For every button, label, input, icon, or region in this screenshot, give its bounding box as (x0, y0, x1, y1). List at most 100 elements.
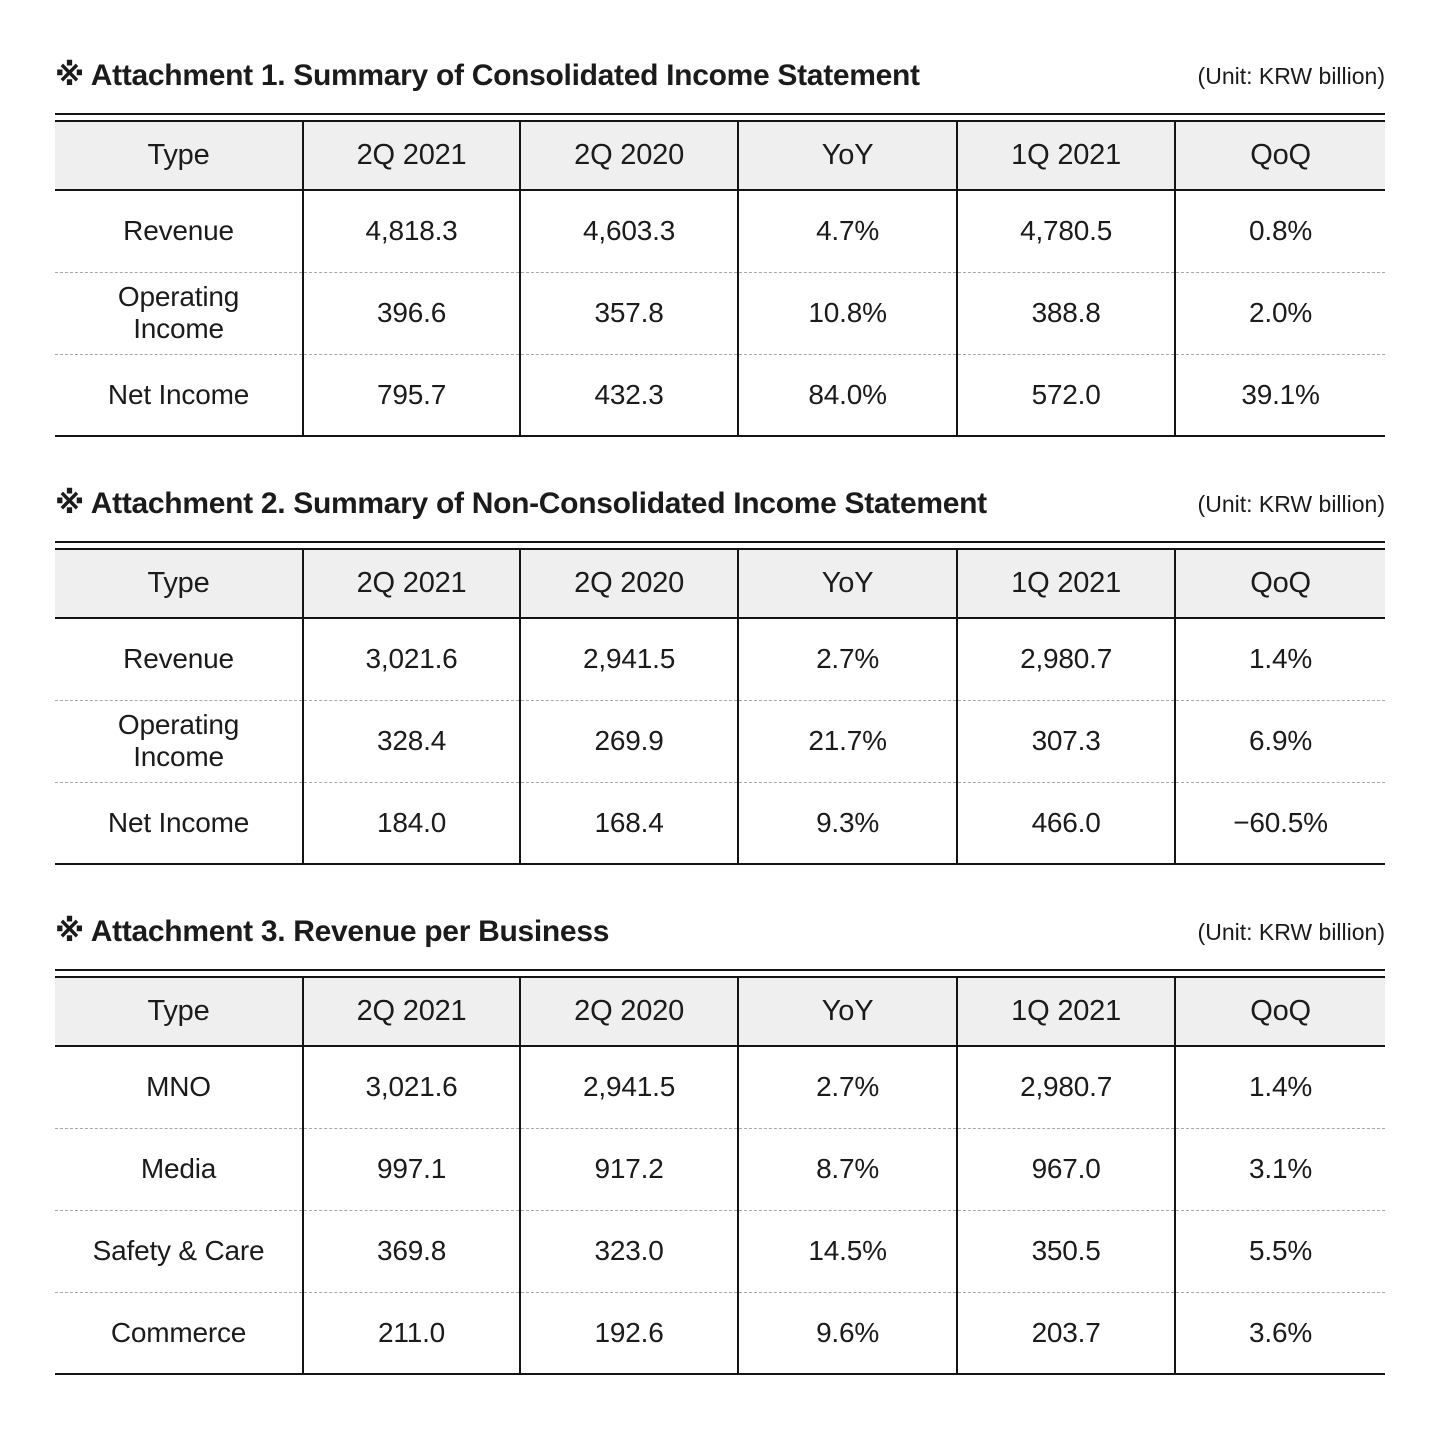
table-row-commerce: Commerce 211.0 192.6 9.6% 203.7 3.6% (55, 1291, 1385, 1375)
unit-label: (Unit: KRW billion) (1197, 63, 1385, 89)
column-header-2q2021: 2Q 2021 (302, 122, 521, 191)
cell-value: 795.7 (302, 353, 521, 437)
cell-value: 1.4% (1174, 1046, 1385, 1128)
column-header-type: Type (55, 122, 304, 191)
section-title: ※ Attachment 2. Summary of Non-Consolida… (55, 487, 987, 520)
column-header-2q2020: 2Q 2020 (519, 978, 739, 1047)
unit-label: (Unit: KRW billion) (1197, 919, 1385, 945)
column-header-yoy: YoY (737, 550, 958, 619)
cell-value: 2,941.5 (519, 1046, 739, 1128)
section-attachment-3: ※ Attachment 3. Revenue per Business (Un… (55, 914, 1385, 1375)
cell-value: 168.4 (519, 781, 739, 865)
section-header: ※ Attachment 2. Summary of Non-Consolida… (55, 486, 1385, 522)
cell-value: 39.1% (1174, 353, 1385, 437)
cell-value: 328.4 (302, 699, 521, 782)
section-attachment-1: ※ Attachment 1. Summary of Consolidated … (55, 58, 1385, 437)
column-header-type: Type (55, 978, 304, 1047)
cell-value: 323.0 (519, 1209, 739, 1292)
row-label: Operating Income (55, 699, 304, 782)
cell-value: 4,818.3 (302, 190, 521, 272)
row-label: MNO (146, 1071, 211, 1103)
row-label: Net Income (55, 353, 304, 437)
cell-value: 9.6% (737, 1291, 958, 1375)
cell-value: 0.8% (1174, 190, 1385, 272)
cell-value: 466.0 (956, 781, 1176, 865)
cell-value: 3.6% (1174, 1291, 1385, 1375)
cell-value: 2.7% (737, 1046, 958, 1128)
column-header-1q2021: 1Q 2021 (956, 550, 1176, 619)
row-label: Media (55, 1127, 304, 1210)
table-top-rule (55, 969, 1385, 978)
cell-value: 917.2 (519, 1127, 739, 1210)
section-title: ※ Attachment 1. Summary of Consolidated … (55, 59, 920, 92)
cell-value: 357.8 (519, 271, 739, 354)
table-row-net-income: Net Income 184.0 168.4 9.3% 466.0 −60.5% (55, 781, 1385, 865)
header-row: Type 2Q 2021 2Q 2020 YoY 1Q 2021 QoQ (55, 550, 1385, 619)
row-label: Commerce (55, 1291, 304, 1375)
column-header-2q2020: 2Q 2020 (519, 122, 739, 191)
column-header-2q2021: 2Q 2021 (302, 550, 521, 619)
cell-value: 432.3 (519, 353, 739, 437)
cell-value: 5.5% (1174, 1209, 1385, 1292)
cell-value: 369.8 (302, 1209, 521, 1292)
column-header-type: Type (55, 550, 304, 619)
cell-value: 184.0 (302, 781, 521, 865)
cell-value: 2.7% (737, 618, 958, 700)
column-header-1q2021: 1Q 2021 (956, 122, 1176, 191)
column-header-2q2020: 2Q 2020 (519, 550, 739, 619)
cell-value: 8.7% (737, 1127, 958, 1210)
row-label: Net Income (55, 781, 304, 865)
cell-value: 967.0 (956, 1127, 1176, 1210)
cell-value: 211.0 (302, 1291, 521, 1375)
cell-value: 192.6 (519, 1291, 739, 1375)
column-header-1q2021: 1Q 2021 (956, 978, 1176, 1047)
table-row-net-income: Net Income 795.7 432.3 84.0% 572.0 39.1% (55, 353, 1385, 437)
cell-value: 2,980.7 (956, 1046, 1176, 1128)
row-label: Revenue (123, 215, 234, 247)
table-row-safety-care: Safety & Care 369.8 323.0 14.5% 350.5 5.… (55, 1209, 1385, 1292)
table-row-media: Media 997.1 917.2 8.7% 967.0 3.1% (55, 1127, 1385, 1210)
column-header-2q2021: 2Q 2021 (302, 978, 521, 1047)
unit-label: (Unit: KRW billion) (1197, 491, 1385, 517)
section-attachment-2: ※ Attachment 2. Summary of Non-Consolida… (55, 486, 1385, 865)
row-label: Revenue (123, 643, 234, 675)
cell-value: 572.0 (956, 353, 1176, 437)
cell-value: 997.1 (302, 1127, 521, 1210)
cell-value: 269.9 (519, 699, 739, 782)
cell-value: 3.1% (1174, 1127, 1385, 1210)
cell-value: 84.0% (737, 353, 958, 437)
column-header-qoq: QoQ (1174, 122, 1385, 191)
cell-value: 4,780.5 (956, 190, 1176, 272)
row-label: Operating Income (55, 271, 304, 354)
cell-value: 6.9% (1174, 699, 1385, 782)
column-header-yoy: YoY (737, 122, 958, 191)
table-row-revenue: Revenue 3,021.6 2,941.5 2.7% 2,980.7 1.4… (55, 618, 1385, 700)
cell-value: 4.7% (737, 190, 958, 272)
section-header: ※ Attachment 1. Summary of Consolidated … (55, 58, 1385, 94)
cell-value: 21.7% (737, 699, 958, 782)
cell-value: 350.5 (956, 1209, 1176, 1292)
cell-value: 2.0% (1174, 271, 1385, 354)
cell-value: 203.7 (956, 1291, 1176, 1375)
column-header-qoq: QoQ (1174, 550, 1385, 619)
header-row: Type 2Q 2021 2Q 2020 YoY 1Q 2021 QoQ (55, 978, 1385, 1047)
table-top-rule (55, 113, 1385, 122)
column-header-yoy: YoY (737, 978, 958, 1047)
section-header: ※ Attachment 3. Revenue per Business (Un… (55, 914, 1385, 950)
cell-value: 1.4% (1174, 618, 1385, 700)
cell-value: 2,980.7 (956, 618, 1176, 700)
revenue-per-business-table: Type 2Q 2021 2Q 2020 YoY 1Q 2021 QoQ MNO… (55, 978, 1385, 1375)
table-row-mno: MNO 3,021.6 2,941.5 2.7% 2,980.7 1.4% (55, 1046, 1385, 1128)
non-consolidated-income-table: Type 2Q 2021 2Q 2020 YoY 1Q 2021 QoQ Rev… (55, 550, 1385, 865)
consolidated-income-table: Type 2Q 2021 2Q 2020 YoY 1Q 2021 QoQ Rev… (55, 122, 1385, 437)
cell-value: −60.5% (1174, 781, 1385, 865)
cell-value: 307.3 (956, 699, 1176, 782)
cell-value: 3,021.6 (302, 1046, 521, 1128)
table-top-rule (55, 541, 1385, 550)
cell-value: 2,941.5 (519, 618, 739, 700)
row-label: Safety & Care (55, 1209, 304, 1292)
column-header-qoq: QoQ (1174, 978, 1385, 1047)
cell-value: 10.8% (737, 271, 958, 354)
cell-value: 388.8 (956, 271, 1176, 354)
section-title: ※ Attachment 3. Revenue per Business (55, 915, 610, 948)
